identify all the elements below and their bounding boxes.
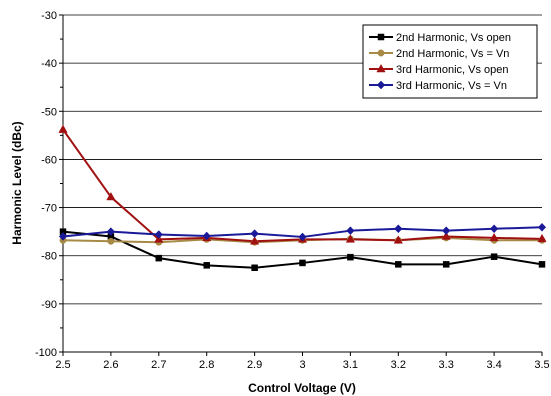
series-4-point — [442, 226, 451, 236]
legend-swatch-marker — [376, 63, 386, 73]
series-1-point — [442, 261, 450, 268]
series-4-point — [489, 224, 499, 234]
series-3-point — [249, 236, 260, 245]
axes — [59, 14, 543, 356]
series-markers — [58, 124, 547, 271]
series-4-point — [202, 231, 211, 241]
y-tick-label: -60 — [41, 154, 57, 166]
legend-entry: 2nd Harmonic, Vs = Vn — [396, 48, 509, 60]
series-3-point — [489, 232, 499, 242]
y-tick-label: -70 — [41, 203, 57, 215]
series-4-point — [154, 230, 163, 239]
y-tick-label: -80 — [41, 251, 57, 263]
legend-swatch-marker — [376, 80, 386, 90]
x-tick-labels: 2.5 2.6 2.7 2.8 2.9 3 3.1 3.2 3.3 3.4 3.5 — [55, 359, 549, 371]
series-4-point — [250, 229, 259, 238]
legend-swatch-marker — [377, 33, 385, 41]
series-4-point — [346, 226, 355, 236]
y-tick-label: -50 — [41, 106, 57, 118]
series-1-point — [490, 253, 498, 260]
series-3-point — [441, 231, 451, 240]
x-tick-label: 3.1 — [343, 359, 358, 371]
series-1-point — [299, 259, 306, 267]
series-3-point — [537, 233, 547, 243]
x-tick-label: 2.7 — [151, 359, 166, 371]
y-tick-label: -100 — [35, 347, 57, 359]
x-tick-label: 2.8 — [199, 359, 214, 371]
series-1-point — [203, 262, 210, 269]
legend: 2nd Harmonic, Vs open 2nd Harmonic, Vs = … — [362, 24, 538, 99]
x-tick-label: 3.2 — [391, 359, 406, 371]
series-4-point — [394, 224, 403, 234]
legend-entry: 2nd Harmonic, Vs open — [396, 32, 511, 44]
y-axis-title: Harmonic Level (dBc) — [10, 121, 24, 244]
x-tick-label: 3 — [299, 359, 305, 371]
series-4-point — [106, 227, 116, 237]
x-tick-label: 2.5 — [55, 359, 70, 371]
x-tick-label: 2.9 — [247, 359, 262, 371]
series-3-point — [393, 235, 403, 244]
series-4-point — [537, 222, 547, 232]
series-1-point — [395, 261, 402, 268]
x-tick-label: 2.6 — [103, 359, 118, 371]
y-tick-label: -90 — [41, 299, 57, 311]
series-1-point — [155, 254, 163, 262]
series-4-point — [298, 232, 307, 242]
series-3-point — [58, 124, 68, 133]
series-2-point — [107, 237, 115, 245]
y-tick-label: -30 — [41, 10, 57, 22]
legend-swatch-marker — [377, 49, 385, 57]
series-1-point — [347, 253, 354, 261]
series-1-point — [538, 261, 546, 268]
x-tick-label: 3.3 — [439, 359, 454, 371]
series-1-point — [251, 264, 258, 271]
series-3-point — [345, 234, 356, 243]
y-tick-label: -40 — [41, 58, 57, 70]
series-4-point — [58, 232, 68, 241]
series-3-point — [106, 191, 116, 201]
y-tick-labels: -30 -40 -50 -60 -70 -80 -90 -100 — [35, 10, 57, 359]
x-tick-label: 3.5 — [534, 359, 549, 371]
x-axis-title: Control Voltage (V) — [248, 381, 356, 395]
gridlines — [63, 14, 542, 305]
x-tick-label: 3.4 — [486, 359, 501, 371]
legend-entry: 3rd Harmonic, Vs = Vn — [396, 80, 507, 92]
legend-entry: 3rd Harmonic, Vs open — [396, 64, 509, 76]
